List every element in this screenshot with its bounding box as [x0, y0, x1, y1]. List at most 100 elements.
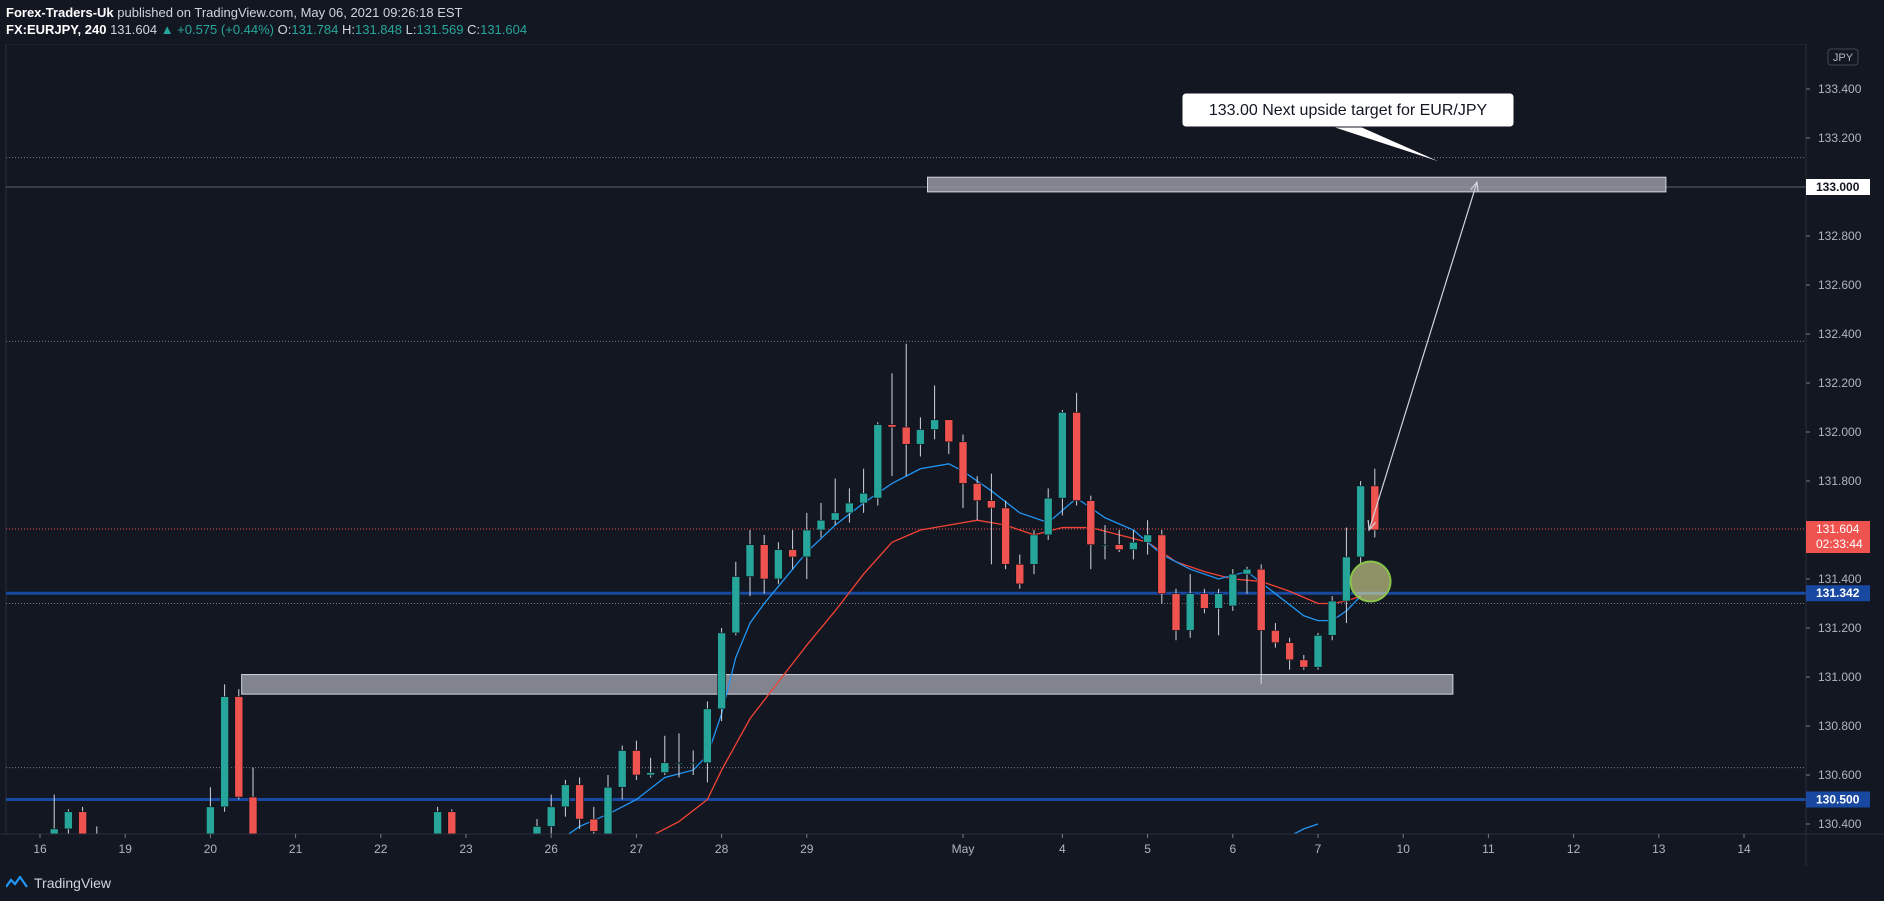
author-name[interactable]: Forex-Traders-Uk	[6, 5, 114, 20]
price-tick-label: 132.400	[1818, 327, 1862, 341]
candle-body	[674, 762, 684, 765]
candle-body	[788, 549, 797, 558]
time-tick-label: 14	[1737, 842, 1751, 856]
candle-body	[1370, 485, 1380, 531]
candle-body	[575, 784, 584, 820]
price-tick-label: 130.600	[1818, 768, 1862, 782]
candle-body	[1356, 485, 1365, 558]
plot-layer: 133.00 Next upside target for EUR/JPY	[6, 92, 1806, 834]
time-tick-label: 28	[715, 842, 729, 856]
currency-badge	[1827, 48, 1859, 66]
arrow-head	[1470, 180, 1479, 193]
candle-body	[859, 492, 868, 504]
time-tick-label: 21	[289, 842, 303, 856]
time-tick-label: 7	[1315, 842, 1322, 856]
time-tick-label: 5	[1144, 842, 1151, 856]
time-tick-label: 26	[545, 842, 559, 856]
target-price-label-bg	[1806, 179, 1870, 195]
price-tick-label: 133.200	[1818, 131, 1862, 145]
level-price-label-bg	[1806, 791, 1870, 808]
candle-body	[873, 424, 883, 499]
price-tick-label: 131.400	[1818, 572, 1862, 586]
candle-body	[1256, 568, 1266, 631]
high-label: H:	[342, 22, 355, 37]
time-tick-label: 29	[800, 842, 814, 856]
price-change: ▲ +0.575 (+0.44%)	[160, 22, 275, 37]
candle-body	[1114, 544, 1124, 550]
open-value: 131.784	[291, 22, 339, 37]
time-tick-label: 4	[1059, 842, 1066, 856]
candle-body	[64, 811, 73, 830]
time-tick-label: 22	[374, 842, 388, 856]
candle-body	[830, 512, 840, 521]
candle-body	[930, 419, 939, 430]
price-tick-label: 130.800	[1818, 719, 1862, 733]
candle-body	[916, 429, 925, 445]
candle-body	[717, 632, 726, 710]
brand-label: TradingView	[34, 875, 112, 891]
candle-body	[1072, 412, 1081, 501]
time-tick-label: 23	[459, 842, 473, 856]
candle-body	[1228, 573, 1238, 607]
candle-body	[887, 424, 897, 428]
price-tick-label: 130.400	[1818, 817, 1862, 831]
candle-body	[1171, 593, 1181, 631]
price-tick-label: 132.800	[1818, 229, 1862, 243]
last-price: 131.604	[110, 22, 158, 37]
highlight-circle	[1349, 560, 1392, 603]
publish-info: Forex-Traders-Uk published on TradingVie…	[6, 5, 462, 20]
time-tick-label: 12	[1567, 842, 1581, 856]
candle-body	[433, 811, 442, 834]
level-price-label: 131.342	[1816, 586, 1860, 600]
candle-body	[78, 811, 87, 834]
time-tick-label: 10	[1397, 842, 1411, 856]
level-price-label: 130.500	[1816, 793, 1860, 807]
candle-body	[944, 419, 954, 443]
price-tick-label: 131.800	[1818, 474, 1862, 488]
footer-bar: TradingView	[0, 866, 1884, 901]
candle-body	[774, 549, 783, 580]
callout-box	[1181, 92, 1515, 128]
tradingview-brand[interactable]: TradingView	[6, 875, 111, 891]
price-tick-label: 131.000	[1818, 670, 1862, 684]
candle-body	[1029, 534, 1039, 565]
candle-body	[958, 441, 968, 484]
candle-body	[646, 772, 655, 776]
candle-body	[1100, 544, 1110, 547]
price-zone-rect	[927, 176, 1667, 193]
candle-body	[1058, 412, 1067, 499]
candle-body	[1157, 534, 1167, 594]
annotation-text: 133.00 Next upside target for EUR/JPY	[1209, 102, 1488, 119]
symbol-label[interactable]: FX:EURJPY, 240	[6, 22, 107, 37]
candle-body	[703, 708, 712, 764]
candle-body	[1200, 593, 1209, 609]
candle-body	[845, 502, 854, 514]
candle-body	[802, 529, 812, 558]
price-tick-label: 132.600	[1818, 278, 1862, 292]
tradingview-logo-icon	[6, 876, 28, 888]
target-price-label: 133.000	[1816, 180, 1860, 194]
candle-body	[589, 818, 599, 832]
candle-body	[987, 500, 996, 509]
candle-body	[731, 576, 741, 634]
time-tick-label: 11	[1482, 842, 1495, 856]
candle-body	[617, 750, 627, 788]
last-price-bg	[1806, 521, 1870, 554]
candle-body	[901, 426, 911, 445]
published-text: published on TradingView.com, May 06, 20…	[113, 5, 463, 20]
arrow-head	[1367, 519, 1377, 532]
price-chart[interactable]: 133.00 Next upside target for EUR/JPY 133…	[0, 44, 1884, 866]
candle-body	[1129, 541, 1138, 550]
ema-fast-line	[567, 463, 1362, 834]
candle-body	[603, 786, 613, 834]
candle-body	[1299, 659, 1309, 668]
candle-body	[49, 828, 59, 834]
candle-body	[660, 762, 670, 773]
close-value: 131.604	[480, 22, 528, 37]
close-label: C:	[467, 22, 481, 37]
candle-body	[92, 833, 102, 834]
candle-body	[1327, 600, 1337, 636]
low-value: 131.569	[416, 22, 464, 37]
time-tick-label: 19	[119, 842, 133, 856]
chart-header: Forex-Traders-Uk published on TradingVie…	[0, 0, 1884, 44]
